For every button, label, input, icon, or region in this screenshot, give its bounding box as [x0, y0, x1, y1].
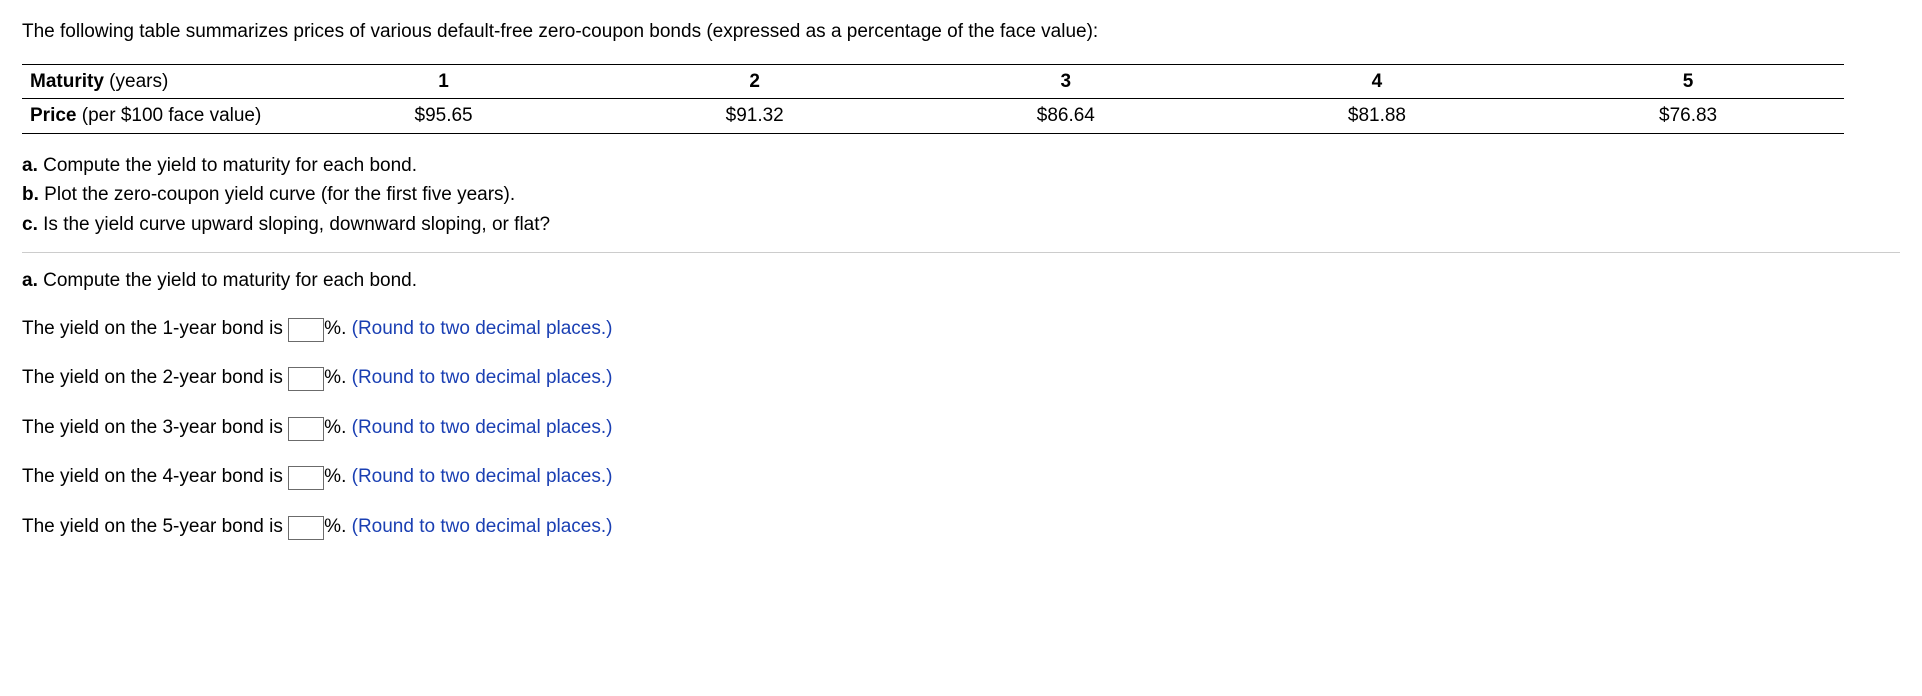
yield-pre-text: The yield on the 3-year bond is	[22, 417, 288, 438]
question-a: a. Compute the yield to maturity for eac…	[22, 152, 1900, 180]
section-a-text: Compute the yield to maturity for each b…	[38, 270, 417, 291]
yield-pre-text: The yield on the 2-year bond is	[22, 367, 288, 388]
question-b: b. Plot the zero-coupon yield curve (for…	[22, 181, 1900, 209]
yield-post-text: %.	[324, 516, 351, 537]
yield-pre-text: The yield on the 5-year bond is	[22, 516, 288, 537]
maturity-label-rest: (years)	[104, 71, 168, 92]
yield-input-3[interactable]	[288, 417, 324, 441]
yield-row-2: The yield on the 2-year bond is %. (Roun…	[22, 364, 1900, 392]
question-a-label: a.	[22, 155, 38, 176]
price-row-label: Price (per $100 face value)	[22, 99, 288, 134]
question-b-text: Plot the zero-coupon yield curve (for th…	[39, 184, 515, 205]
maturity-cell: 4	[1221, 64, 1532, 99]
question-c-text: Is the yield curve upward sloping, downw…	[38, 214, 550, 235]
yield-hint: (Round to two decimal places.)	[352, 516, 613, 537]
yield-post-text: %.	[324, 417, 351, 438]
price-cell: $81.88	[1221, 99, 1532, 134]
section-a-prompt: a. Compute the yield to maturity for eac…	[22, 267, 1900, 295]
yield-hint: (Round to two decimal places.)	[352, 318, 613, 339]
table-price-row: Price (per $100 face value) $95.65 $91.3…	[22, 99, 1844, 134]
maturity-cell: 5	[1533, 64, 1844, 99]
yield-hint: (Round to two decimal places.)	[352, 367, 613, 388]
yield-row-4: The yield on the 4-year bond is %. (Roun…	[22, 463, 1900, 491]
price-label-bold: Price	[30, 105, 76, 126]
yield-row-1: The yield on the 1-year bond is %. (Roun…	[22, 315, 1900, 343]
price-cell: $86.64	[910, 99, 1221, 134]
section-divider	[22, 252, 1900, 253]
yield-post-text: %.	[324, 367, 351, 388]
price-cell: $91.32	[599, 99, 910, 134]
price-cell: $76.83	[1533, 99, 1844, 134]
yield-pre-text: The yield on the 4-year bond is	[22, 466, 288, 487]
yield-post-text: %.	[324, 318, 351, 339]
bond-price-table: Maturity (years) 1 2 3 4 5 Price (per $1…	[22, 64, 1844, 134]
answers-section: a. Compute the yield to maturity for eac…	[22, 267, 1900, 540]
yield-post-text: %.	[324, 466, 351, 487]
maturity-cell: 3	[910, 64, 1221, 99]
question-a-text: Compute the yield to maturity for each b…	[38, 155, 417, 176]
yield-hint: (Round to two decimal places.)	[352, 466, 613, 487]
yield-input-5[interactable]	[288, 516, 324, 540]
yield-input-4[interactable]	[288, 466, 324, 490]
question-b-label: b.	[22, 184, 39, 205]
maturity-label-bold: Maturity	[30, 71, 104, 92]
maturity-cell: 2	[599, 64, 910, 99]
yield-hint: (Round to two decimal places.)	[352, 417, 613, 438]
yield-row-5: The yield on the 5-year bond is %. (Roun…	[22, 513, 1900, 541]
question-list: a. Compute the yield to maturity for eac…	[22, 152, 1900, 239]
price-label-rest: (per $100 face value)	[76, 105, 261, 126]
table-header-row: Maturity (years) 1 2 3 4 5	[22, 64, 1844, 99]
price-cell: $95.65	[288, 99, 599, 134]
yield-pre-text: The yield on the 1-year bond is	[22, 318, 288, 339]
maturity-cell: 1	[288, 64, 599, 99]
question-c-label: c.	[22, 214, 38, 235]
question-c: c. Is the yield curve upward sloping, do…	[22, 211, 1900, 239]
section-a-label: a.	[22, 270, 38, 291]
intro-text: The following table summarizes prices of…	[22, 18, 1900, 46]
maturity-row-label: Maturity (years)	[22, 64, 288, 99]
yield-input-1[interactable]	[288, 318, 324, 342]
yield-row-3: The yield on the 3-year bond is %. (Roun…	[22, 414, 1900, 442]
yield-input-2[interactable]	[288, 367, 324, 391]
